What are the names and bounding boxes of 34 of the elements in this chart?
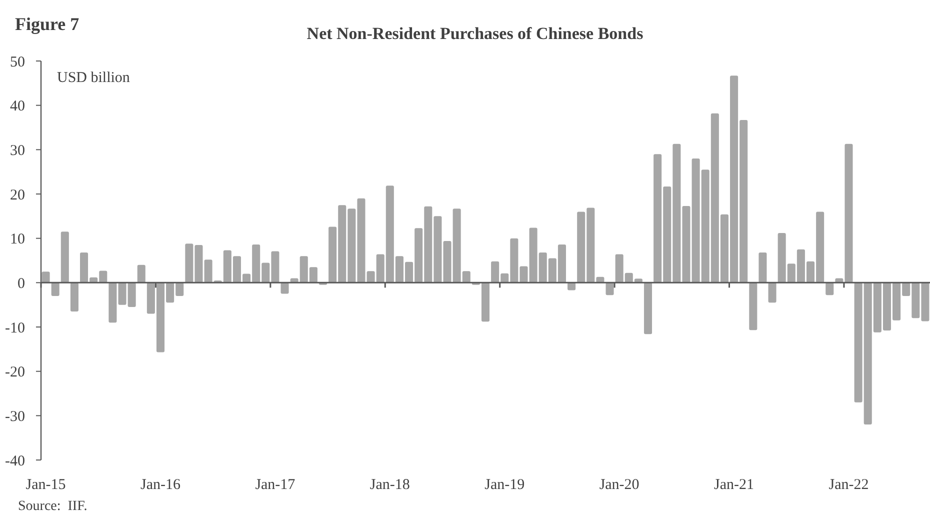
- y-tick-label: 50: [10, 54, 25, 70]
- x-tick-label: Jan-18: [370, 477, 410, 493]
- x-tick-label: Jan-21: [714, 477, 754, 493]
- y-axis-title: USD billion: [57, 70, 130, 86]
- x-tick-label: Jan-16: [140, 477, 181, 493]
- y-tick-label: 0: [18, 276, 25, 292]
- bar: [758, 252, 767, 283]
- bar: [70, 282, 78, 312]
- bar: [606, 282, 614, 296]
- y-tick-label: -30: [5, 408, 25, 425]
- x-tick-label: Jan-22: [828, 477, 869, 493]
- caption: Figure 7: [15, 14, 80, 34]
- bar: [42, 272, 50, 283]
- x-tick-label: Jan-17: [255, 477, 296, 493]
- y-tick-label: -10: [5, 320, 25, 336]
- y-tick-label: 30: [10, 142, 25, 159]
- bar: [280, 282, 289, 294]
- bar: [826, 282, 834, 296]
- y-tick-label: 10: [10, 232, 25, 248]
- y-tick-label: 40: [10, 98, 25, 115]
- y-tick-label: -20: [5, 364, 25, 381]
- x-tick-label: Jan-15: [26, 477, 66, 493]
- bar: [51, 282, 60, 296]
- bar: [768, 282, 776, 303]
- bar: [137, 264, 146, 283]
- bar: [644, 282, 652, 334]
- bar: [749, 282, 758, 330]
- chart-title: Net Non-Resident Purchases of Chinese Bonds: [306, 24, 644, 43]
- source-note: Source: IIF.: [18, 499, 88, 514]
- x-tick-label: Jan-19: [484, 477, 525, 493]
- y-tick-label: 20: [10, 187, 25, 204]
- y-tick-label: -40: [5, 453, 25, 470]
- bar: [60, 232, 69, 283]
- x-tick-label: Jan-20: [599, 477, 640, 493]
